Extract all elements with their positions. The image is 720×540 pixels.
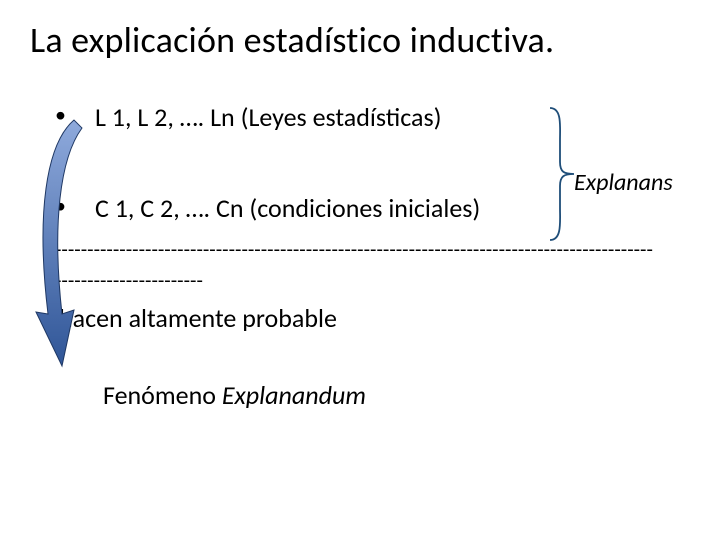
- explanandum-line: Fenómeno Explanandum: [103, 378, 655, 413]
- probable-text: hacen altamente probable: [59, 301, 655, 336]
- curved-arrow-icon: [32, 114, 92, 374]
- explanandum-prefix: Fenómeno: [103, 379, 222, 411]
- explanans-label: Explanans: [574, 168, 673, 197]
- brace-icon: [546, 106, 576, 242]
- slide-title: La explicación estadístico inductiva.: [30, 18, 554, 62]
- slide: La explicación estadístico inductiva. • …: [0, 0, 720, 540]
- separator-dashes: ----------------------------------------…: [55, 234, 655, 295]
- explanandum-italic: Explanandum: [222, 379, 366, 411]
